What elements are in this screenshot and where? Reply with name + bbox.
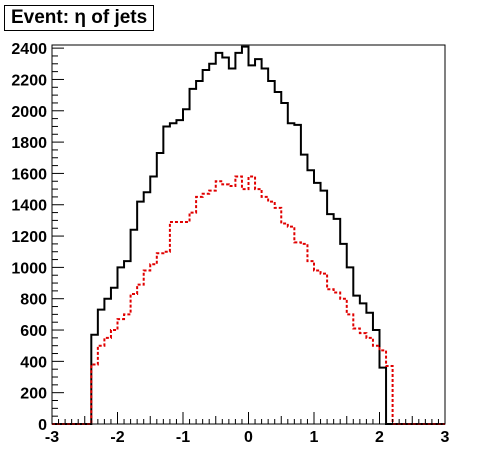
x-tick-label: 2 — [375, 429, 384, 446]
y-tick-label: 400 — [20, 354, 47, 371]
axes — [51, 44, 446, 425]
y-tick-label: 1800 — [11, 135, 47, 152]
y-tick-label: 2200 — [11, 72, 47, 89]
y-tick-label: 2400 — [11, 41, 47, 58]
x-tick-label: 0 — [244, 429, 253, 446]
y-tick-label: 1000 — [11, 260, 47, 277]
y-tick-label: 1600 — [11, 166, 47, 183]
series-layer — [52, 45, 445, 425]
y-tick-label: 0 — [38, 417, 47, 434]
y-tick-label: 1400 — [11, 198, 47, 215]
x-tick-label: -2 — [110, 429, 124, 446]
x-tick-label: 1 — [310, 429, 319, 446]
x-tick-label: 3 — [441, 429, 450, 446]
y-tick-label: 2000 — [11, 104, 47, 121]
y-tick-label: 800 — [20, 292, 47, 309]
x-tick-label: -3 — [45, 429, 59, 446]
x-tick-label: -1 — [176, 429, 190, 446]
chart-title: Event: η of jets — [4, 5, 155, 31]
y-tick-label: 200 — [20, 386, 47, 403]
tick-labels: -3 -2 -1 0 1 2 3 0 200 400 600 800 1000 1200 1400 1600 1… — [11, 41, 449, 446]
y-tick-label: 600 — [20, 323, 47, 340]
series-2-histogram — [52, 175, 445, 425]
y-tick-label: 1200 — [11, 229, 47, 246]
series-1-histogram — [52, 45, 445, 425]
